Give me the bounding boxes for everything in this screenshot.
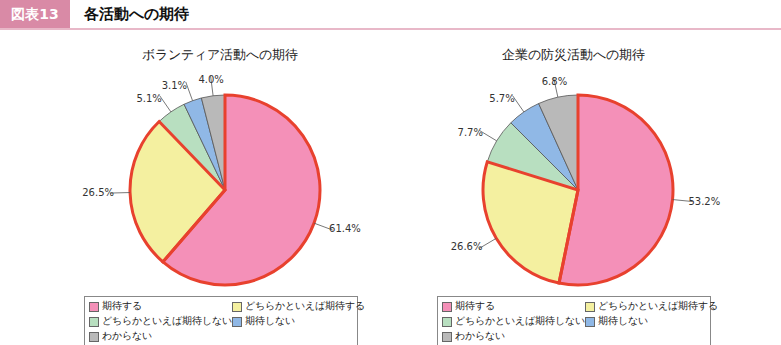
html-text:図表13: 図表13 bbox=[11, 6, 59, 22]
html-text:ボランティア活動への期待: ボランティア活動への期待 bbox=[142, 47, 298, 62]
html-text:どちらかといえば期待する: どちらかといえば期待する bbox=[598, 300, 718, 311]
svg-text:3.1%: 3.1% bbox=[162, 80, 187, 91]
html-text:期待する: 期待する bbox=[455, 300, 495, 311]
svg-text:7.7%: 7.7% bbox=[458, 127, 483, 138]
svg-text:5.7%: 5.7% bbox=[489, 93, 514, 104]
svg-text:61.4%: 61.4% bbox=[329, 223, 361, 234]
svg-text:26.6%: 26.6% bbox=[451, 241, 483, 252]
svg-text:53.2%: 53.2% bbox=[688, 196, 720, 207]
html-text:期待する: 期待する bbox=[102, 300, 142, 311]
svg-text:6.8%: 6.8% bbox=[542, 76, 567, 87]
html-text:わからない: わからない bbox=[102, 330, 152, 341]
html-text:わからない: わからない bbox=[455, 330, 505, 341]
svg-text:4.0%: 4.0% bbox=[198, 74, 223, 85]
html-text:どちらかといえば期待する: どちらかといえば期待する bbox=[245, 300, 365, 311]
svg-text:5.1%: 5.1% bbox=[136, 93, 161, 104]
html-text:企業の防災活動への期待: 企業の防災活動への期待 bbox=[501, 47, 645, 62]
html-text:どちらかといえば期待しない: どちらかといえば期待しない bbox=[102, 315, 232, 326]
html-text:期待しない: 期待しない bbox=[598, 315, 648, 326]
html-text:期待しない: 期待しない bbox=[245, 315, 295, 326]
html-text:各活動への期待: 各活動への期待 bbox=[84, 5, 189, 23]
svg-text:26.5%: 26.5% bbox=[82, 187, 114, 198]
html-text:どちらかといえば期待しない: どちらかといえば期待しない bbox=[455, 315, 585, 326]
